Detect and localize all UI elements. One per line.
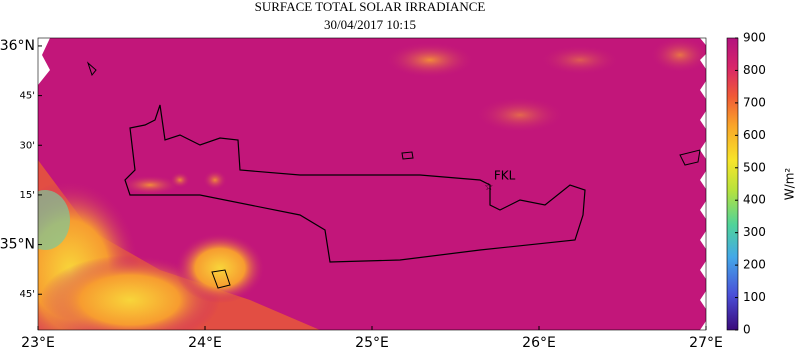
lon-tick-label: 25°E: [355, 335, 389, 351]
lat-tick-label: 36°N: [0, 38, 35, 54]
coastline: [86, 61, 97, 77]
lon-tick-label: 26°E: [522, 335, 556, 351]
colorbar-tick-label: 600: [743, 128, 766, 142]
colorbar: [726, 37, 739, 331]
colorbar-tick-label: 0: [743, 323, 751, 337]
irradiance-field: [38, 38, 706, 330]
field-region: [38, 190, 70, 250]
lon-tick-label: 23°E: [21, 335, 55, 351]
field-region: [385, 42, 475, 78]
lon-tick-label: 24°E: [188, 335, 222, 351]
colorbar-tick-label: 700: [743, 95, 766, 109]
colorbar-tick-label: 500: [743, 160, 766, 174]
field-region: [650, 38, 706, 73]
swath-edge: [38, 38, 50, 85]
field-region: [120, 175, 180, 195]
colorbar-tick-label: 400: [743, 193, 766, 207]
field-region: [540, 45, 620, 75]
colorbar-tick-label: 800: [743, 63, 766, 77]
lat-tick-label: 30': [20, 140, 35, 151]
colorbar-label: W/m²: [783, 168, 797, 201]
field-region: [475, 97, 565, 133]
swath-edge: [700, 38, 720, 330]
colorbar-tick-label: 200: [743, 258, 766, 272]
lon-tick-label: 27°E: [689, 335, 723, 351]
coastline: [401, 151, 414, 160]
coastline: [211, 269, 231, 289]
lat-tick-label: 45': [20, 91, 35, 102]
lat-tick-label: 15': [20, 190, 35, 201]
lat-tick-label: 45': [20, 289, 35, 300]
coastline: [124, 104, 586, 263]
coastline: [679, 149, 701, 166]
subtitle: 30/04/2017 10:15: [324, 17, 416, 32]
station-marker: ☆: [484, 182, 493, 193]
colorbar-tick-label: 300: [743, 225, 766, 239]
colorbar-tick-label: 900: [743, 31, 766, 45]
title: SURFACE TOTAL SOLAR IRRADIANCE: [255, 0, 486, 14]
field-region: [170, 172, 190, 188]
lat-tick-label: 35°N: [0, 237, 35, 253]
station-label: FKL: [494, 168, 516, 182]
colorbar-tick-label: 100: [743, 290, 766, 304]
field-region: [175, 233, 265, 303]
field-region: [203, 170, 227, 190]
field-region: [40, 255, 220, 330]
